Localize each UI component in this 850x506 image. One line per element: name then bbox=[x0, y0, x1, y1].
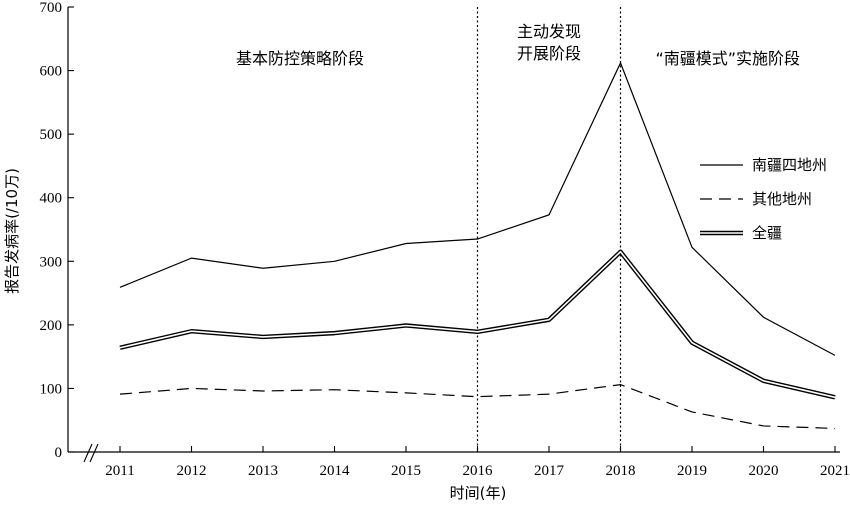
x-tick-label: 2012 bbox=[177, 463, 207, 479]
series-line-3-inner bbox=[119, 250, 836, 399]
phase-label: 主动发现 bbox=[517, 22, 581, 41]
series-line-1 bbox=[119, 61, 836, 356]
x-tick-label: 2013 bbox=[248, 463, 278, 479]
x-tick-label: 2021 bbox=[820, 463, 850, 479]
axis-break-mark bbox=[89, 443, 99, 463]
y-tick-label: 100 bbox=[40, 381, 63, 397]
phase-label: 开展阶段 bbox=[517, 44, 581, 63]
x-tick-label: 2019 bbox=[677, 463, 707, 479]
y-tick-label: 500 bbox=[40, 127, 63, 143]
x-tick-label: 2016 bbox=[463, 463, 494, 479]
x-tick-label: 2011 bbox=[105, 463, 134, 479]
y-tick-label: 700 bbox=[40, 0, 63, 16]
y-tick-label: 200 bbox=[40, 318, 63, 334]
phase-label: “南疆模式”实施阶段 bbox=[655, 49, 800, 68]
x-tick-label: 2014 bbox=[320, 463, 351, 479]
y-tick-label: 0 bbox=[55, 445, 63, 461]
x-tick-label: 2020 bbox=[749, 463, 779, 479]
phase-label: 基本防控策略阶段 bbox=[236, 49, 364, 68]
axis-break-mark bbox=[83, 443, 93, 463]
y-tick-label: 600 bbox=[40, 64, 63, 80]
legend-label: 其他地州 bbox=[752, 190, 812, 208]
phase-divider-group bbox=[476, 7, 622, 452]
x-axis-title: 时间(年) bbox=[450, 484, 507, 502]
x-tick-label: 2015 bbox=[391, 463, 421, 479]
legend-label: 全疆 bbox=[752, 224, 782, 242]
x-tick-label: 2018 bbox=[606, 463, 636, 479]
y-tick-group: 0 100 200 300 400 500 600 700 bbox=[40, 0, 74, 461]
axes-group bbox=[67, 7, 840, 463]
y-tick-label: 300 bbox=[40, 254, 63, 270]
x-tick-group: 2011 2012 2013 2014 2015 2016 2017 2018 2019 2020… bbox=[105, 446, 850, 479]
y-tick-label: 400 bbox=[40, 191, 63, 207]
series-group bbox=[119, 61, 836, 430]
legend-label: 南疆四地州 bbox=[752, 156, 827, 174]
y-axis-title: 报告发病率(/10万) bbox=[3, 168, 21, 294]
series-line-2 bbox=[119, 383, 836, 430]
x-tick-label: 2017 bbox=[534, 463, 565, 479]
